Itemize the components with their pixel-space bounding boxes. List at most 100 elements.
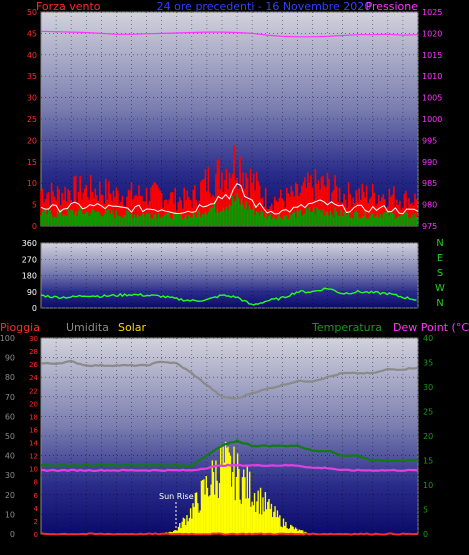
series-layer: [40, 30, 419, 536]
temperature-tick-label: 35: [423, 359, 433, 368]
compass-letter: E: [437, 253, 443, 264]
x-tick-label: 14: [262, 312, 272, 321]
x-tick-label: 14: [262, 540, 272, 549]
rain-tick-label: 2: [34, 518, 38, 526]
direction-tick-label: 270: [22, 255, 37, 264]
x-tick-label: 06: [141, 231, 151, 240]
rain-tick-label: 12: [29, 453, 38, 461]
temperature-tick-label: 5: [423, 506, 428, 515]
rain-tick-label: 16: [29, 426, 38, 434]
pressure-axis-title: Pressione: [366, 0, 419, 13]
x-tick-label: 12: [232, 231, 242, 240]
direction-line: [40, 287, 417, 306]
compass-letter: N: [436, 298, 443, 309]
compass-letter: W: [435, 283, 445, 294]
humidity-tick-label: 100: [0, 334, 15, 343]
compass-letter: S: [437, 268, 443, 279]
rain-tick-label: 20: [29, 400, 38, 408]
temperature-legend: Temperatura: [311, 321, 382, 334]
direction-tick-label: 180: [22, 272, 37, 281]
humidity-tick-label: 10: [5, 510, 15, 519]
x-tick-label: 22: [383, 540, 393, 549]
humidity-tick-label: 60: [5, 412, 15, 421]
pressure-tick-label: 1010: [422, 72, 442, 81]
dew-point-legend: Dew Point (°C): [393, 321, 469, 334]
chart-title: 24 ore precedenti - 16 Novembre 2020: [157, 0, 372, 13]
wind-tick-label: 0: [32, 222, 37, 231]
rain-tick-label: 10: [29, 466, 38, 474]
rain-axis-title: Pioggia: [0, 321, 40, 334]
x-tick-label: 06: [141, 540, 151, 549]
x-tick-label: 02: [81, 540, 91, 549]
x-tick-label: 14: [262, 231, 272, 240]
temperature-tick-label: 40: [423, 334, 433, 343]
sunrise-label: Sun Rise: [159, 492, 194, 501]
rain-tick-label: 8: [34, 479, 38, 487]
wind-tick-label: 10: [27, 179, 37, 188]
rain-tick-label: 4: [34, 505, 39, 513]
humidity-tick-label: 80: [5, 373, 15, 382]
wind-tick-label: 35: [27, 72, 37, 81]
wind-tick-label: 15: [27, 158, 37, 167]
temperature-tick-label: 20: [423, 432, 433, 441]
x-tick-label: 08: [172, 312, 182, 321]
direction-tick-label: 90: [27, 288, 37, 297]
temperature-tick-label: 0: [423, 530, 428, 539]
solar-legend: Solar: [118, 321, 147, 334]
x-tick-label: 18: [322, 540, 332, 549]
x-tick-label: 16: [292, 312, 302, 321]
x-tick-label: 12: [232, 540, 242, 549]
humidity-tick-label: 20: [5, 491, 15, 500]
wind-tick-label: 5: [32, 201, 37, 210]
x-tick-label: 00: [51, 312, 61, 321]
x-tick-label: 10: [202, 540, 212, 549]
wind-axis-title: Forza vento: [36, 0, 101, 13]
humidity-axis-title: Umidita: [66, 321, 109, 334]
pressure-tick-label: 1015: [422, 51, 442, 60]
x-tick-label: 18: [322, 312, 332, 321]
rain-tick-label: 22: [29, 387, 38, 395]
compass-letter: N: [436, 238, 443, 249]
humidity-tick-label: 40: [5, 452, 15, 461]
x-tick-label: 20: [353, 231, 363, 240]
humidity-tick-label: 0: [10, 530, 15, 539]
humidity-tick-label: 90: [5, 354, 15, 363]
rain-tick-label: 28: [29, 348, 38, 356]
rain-tick-label: 6: [34, 492, 39, 500]
humidity-tick-label: 70: [5, 393, 15, 402]
pressure-tick-label: 975: [422, 222, 437, 231]
x-tick-label: 00: [51, 231, 61, 240]
x-tick-label: 20: [353, 540, 363, 549]
pressure-tick-label: 990: [422, 158, 437, 167]
rain-tick-label: 0: [34, 531, 38, 539]
x-tick-label: 06: [141, 312, 151, 321]
pressure-tick-label: 995: [422, 136, 437, 145]
x-tick-label: 04: [111, 231, 121, 240]
rain-tick-label: 24: [29, 374, 38, 382]
pressure-tick-label: 1000: [422, 115, 442, 124]
x-tick-label: 20: [353, 312, 363, 321]
direction-tick-label: 360: [22, 239, 37, 248]
x-tick-label: 08: [172, 540, 182, 549]
x-tick-label: 16: [292, 231, 302, 240]
direction-tick-label: 0: [32, 304, 37, 313]
dew-point-line: [40, 463, 419, 473]
x-tick-label: 16: [292, 540, 302, 549]
pressure-tick-label: 1025: [422, 8, 442, 17]
x-tick-label: 22: [383, 312, 393, 321]
humidity-line: [41, 359, 419, 400]
wind-tick-label: 45: [27, 29, 37, 38]
temperature-tick-label: 30: [423, 383, 433, 392]
pressure-tick-label: 980: [422, 201, 437, 210]
temperature-line: [40, 439, 419, 468]
x-tick-label: 08: [172, 231, 182, 240]
x-tick-label: 00: [413, 231, 423, 240]
pressure-tick-label: 985: [422, 179, 437, 188]
rain-tick-label: 30: [29, 335, 38, 343]
x-tick-label: 00: [413, 540, 423, 549]
x-tick-label: 00: [51, 540, 61, 549]
x-tick-label: 12: [232, 312, 242, 321]
x-tick-label: 18: [322, 231, 332, 240]
